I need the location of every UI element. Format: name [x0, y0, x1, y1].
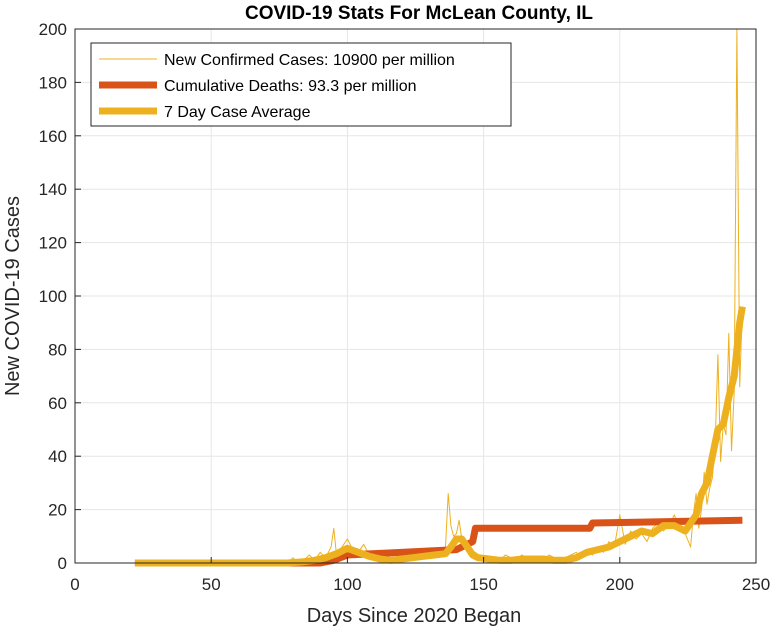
legend: New Confirmed Cases: 10900 per million Cu… — [90, 42, 512, 127]
chart-title: COVID-19 Stats For McLean County, IL — [245, 3, 593, 24]
y-tick-label: 80 — [48, 340, 67, 359]
legend-label: New Confirmed Cases: 10900 per million — [164, 52, 455, 69]
y-tick-label: 0 — [58, 554, 67, 573]
x-tick-label: 150 — [469, 575, 497, 594]
y-tick-label: 100 — [39, 287, 67, 306]
y-tick-label: 180 — [39, 73, 67, 92]
y-tick-label: 160 — [39, 127, 67, 146]
x-tick-label: 50 — [202, 575, 221, 594]
y-tick-label: 120 — [39, 234, 67, 253]
axis-ticks: 0 50 100 150 200 250 0 20 40 60 80 100 120 140 160 180 2… — [39, 20, 771, 594]
series-line-7-day-case-average — [134, 306, 746, 567]
x-tick-label: 200 — [606, 575, 634, 594]
y-axis-label: New COVID-19 Cases — [2, 196, 24, 396]
y-tick-label: 140 — [39, 180, 67, 199]
y-tick-label: 40 — [48, 447, 67, 466]
legend-label: 7 Day Case Average — [164, 104, 311, 121]
series-layer — [134, 28, 746, 567]
legend-box — [90, 42, 512, 127]
x-axis-label: Days Since 2020 Began — [307, 605, 522, 627]
x-tick-label: 250 — [742, 575, 770, 594]
y-tick-label: 60 — [48, 394, 67, 413]
y-tick-label: 200 — [39, 20, 67, 39]
x-tick-label: 100 — [333, 575, 361, 594]
x-tick-label: 0 — [70, 575, 79, 594]
y-tick-label: 20 — [48, 501, 67, 520]
legend-label: Cumulative Deaths: 93.3 per million — [164, 78, 417, 95]
